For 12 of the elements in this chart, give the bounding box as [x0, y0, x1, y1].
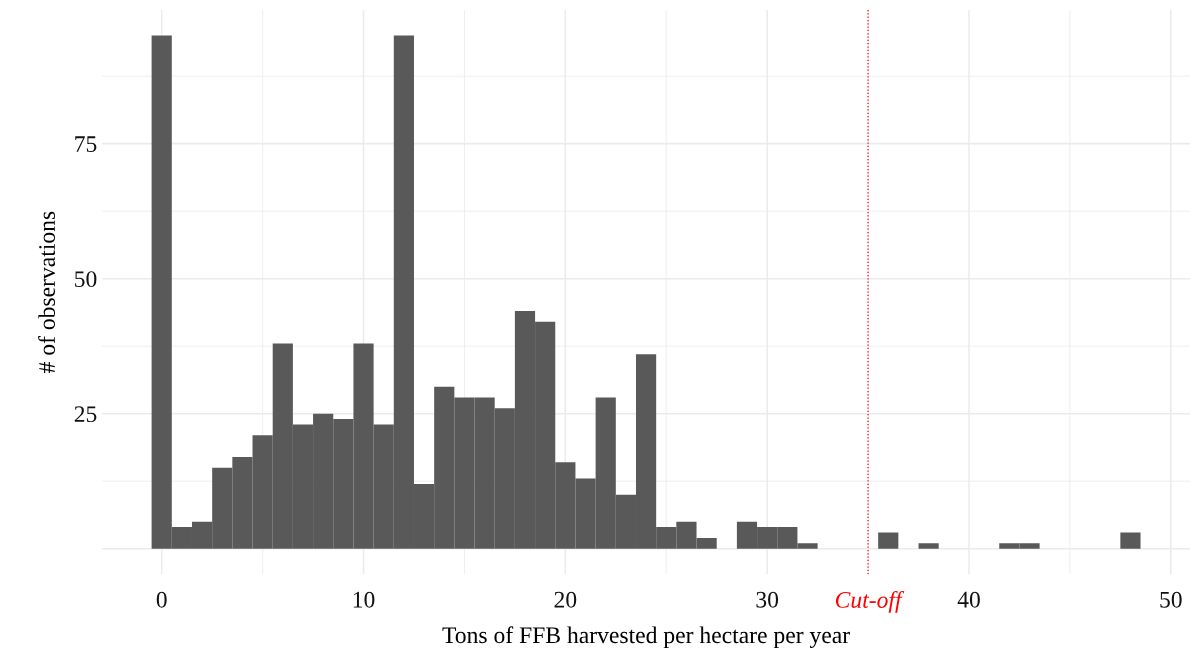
y-tick-label: 50 — [75, 271, 97, 288]
y-tick-label: 75 — [75, 136, 97, 153]
x-tick-label: 50 — [1160, 591, 1182, 608]
x-axis-title: Tons of FFB harvested per hectare per year — [442, 626, 850, 649]
x-tick-label: 40 — [957, 591, 980, 608]
x-tick-label: 30 — [756, 591, 779, 608]
x-tick-label: 20 — [554, 591, 577, 608]
ref-line-label: Cut-off — [835, 591, 905, 613]
y-tick-label: 25 — [74, 406, 97, 423]
x-tick-label: 0 — [156, 591, 167, 608]
y-axis-title: # of observations — [38, 211, 56, 374]
x-tick-label: 10 — [353, 591, 375, 608]
